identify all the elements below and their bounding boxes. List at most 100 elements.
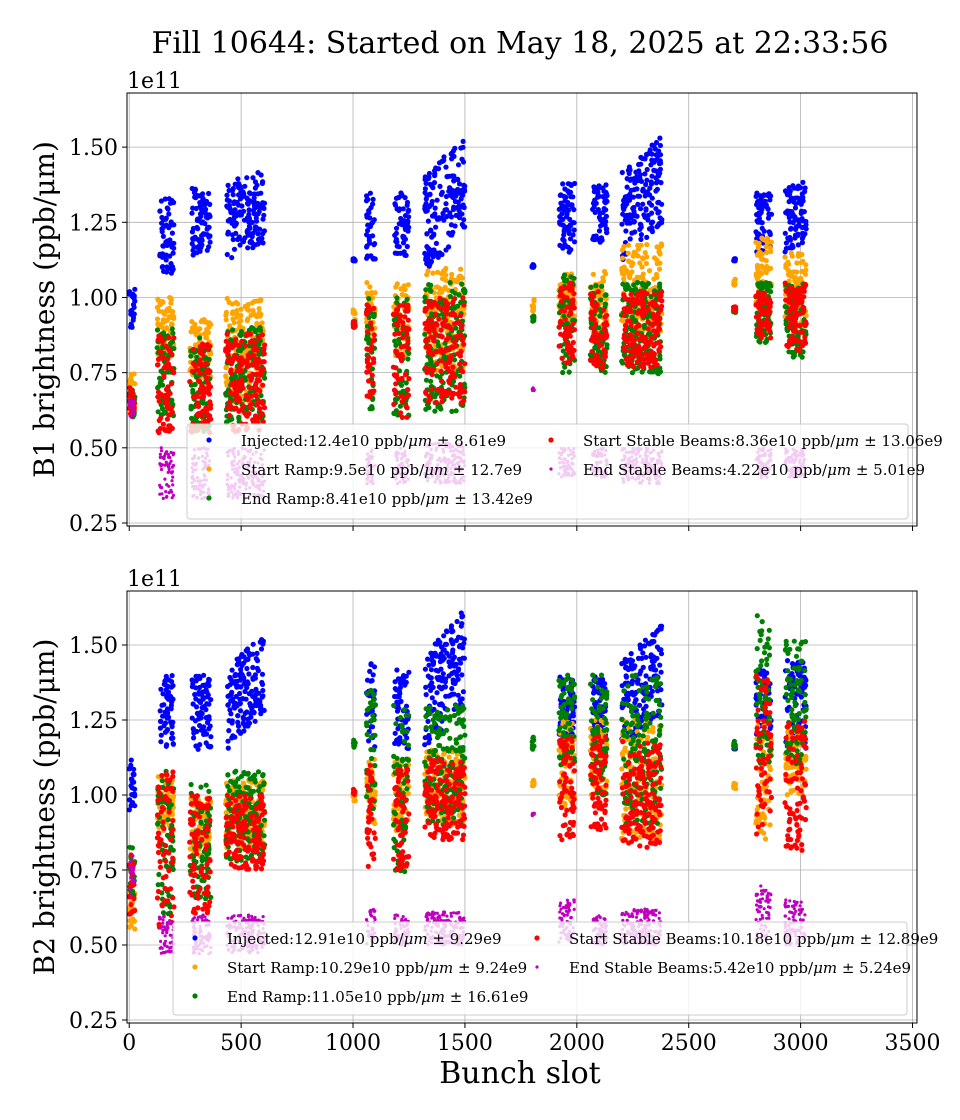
point xyxy=(157,425,164,432)
point xyxy=(225,351,231,357)
point xyxy=(244,413,250,419)
point xyxy=(659,298,665,304)
point xyxy=(621,276,627,282)
point xyxy=(248,312,254,318)
point xyxy=(190,360,196,366)
point xyxy=(127,401,131,405)
point xyxy=(155,321,161,327)
point xyxy=(457,361,463,367)
point xyxy=(531,386,535,390)
point xyxy=(531,315,537,321)
point xyxy=(154,316,161,322)
point xyxy=(631,204,637,211)
point xyxy=(245,316,251,322)
point xyxy=(636,351,643,357)
point xyxy=(246,219,252,225)
point xyxy=(655,178,661,185)
point xyxy=(799,240,806,246)
point xyxy=(239,406,245,413)
point xyxy=(789,300,795,306)
point xyxy=(406,207,412,213)
point xyxy=(763,338,770,344)
point xyxy=(656,209,662,215)
point xyxy=(441,154,447,160)
point xyxy=(451,312,457,318)
point xyxy=(166,423,172,429)
point xyxy=(799,268,805,275)
point xyxy=(255,211,261,217)
point xyxy=(262,342,268,348)
point xyxy=(169,321,175,327)
point xyxy=(760,265,766,271)
point xyxy=(155,362,161,368)
point xyxy=(398,382,405,388)
point xyxy=(753,314,760,320)
point xyxy=(364,302,370,308)
point xyxy=(429,386,435,392)
point xyxy=(562,364,568,370)
point xyxy=(451,296,457,302)
point xyxy=(635,246,642,252)
point xyxy=(394,243,400,249)
point xyxy=(596,228,603,234)
point xyxy=(367,362,373,368)
point xyxy=(453,343,459,349)
point xyxy=(168,270,174,276)
point xyxy=(790,328,796,334)
point xyxy=(800,179,806,185)
point xyxy=(628,291,634,297)
point xyxy=(803,321,809,327)
point xyxy=(404,405,410,411)
point xyxy=(198,206,205,212)
point xyxy=(260,382,266,388)
point xyxy=(449,288,455,294)
point xyxy=(132,409,137,413)
point xyxy=(170,479,174,483)
point xyxy=(241,238,247,245)
point xyxy=(258,297,264,303)
point xyxy=(561,193,567,199)
point xyxy=(166,453,171,457)
point xyxy=(400,218,406,224)
point xyxy=(655,173,662,179)
point xyxy=(802,271,809,277)
point xyxy=(648,162,654,168)
point xyxy=(425,218,431,224)
point xyxy=(171,314,177,320)
point xyxy=(433,399,439,405)
point xyxy=(459,337,465,343)
point xyxy=(765,206,771,212)
point xyxy=(648,179,654,185)
point xyxy=(233,336,239,342)
point xyxy=(239,203,245,209)
point xyxy=(795,253,802,259)
point xyxy=(237,386,243,392)
point xyxy=(164,452,168,456)
point xyxy=(190,252,196,258)
point xyxy=(794,269,800,275)
point xyxy=(391,401,397,407)
point xyxy=(602,354,609,360)
point xyxy=(249,375,255,381)
point xyxy=(647,147,653,153)
point xyxy=(189,229,195,235)
point xyxy=(649,195,655,201)
point xyxy=(434,322,440,328)
point xyxy=(190,387,196,393)
point xyxy=(799,216,805,222)
point xyxy=(598,297,604,303)
point xyxy=(252,179,258,185)
point xyxy=(192,187,198,193)
point xyxy=(756,283,762,289)
point xyxy=(237,196,244,202)
point xyxy=(785,315,791,321)
point xyxy=(558,331,564,337)
point xyxy=(449,271,455,278)
point xyxy=(166,465,171,469)
point xyxy=(241,358,247,364)
point xyxy=(159,449,164,453)
point xyxy=(793,316,799,322)
point xyxy=(393,225,400,231)
point xyxy=(426,329,432,335)
point xyxy=(446,359,452,365)
